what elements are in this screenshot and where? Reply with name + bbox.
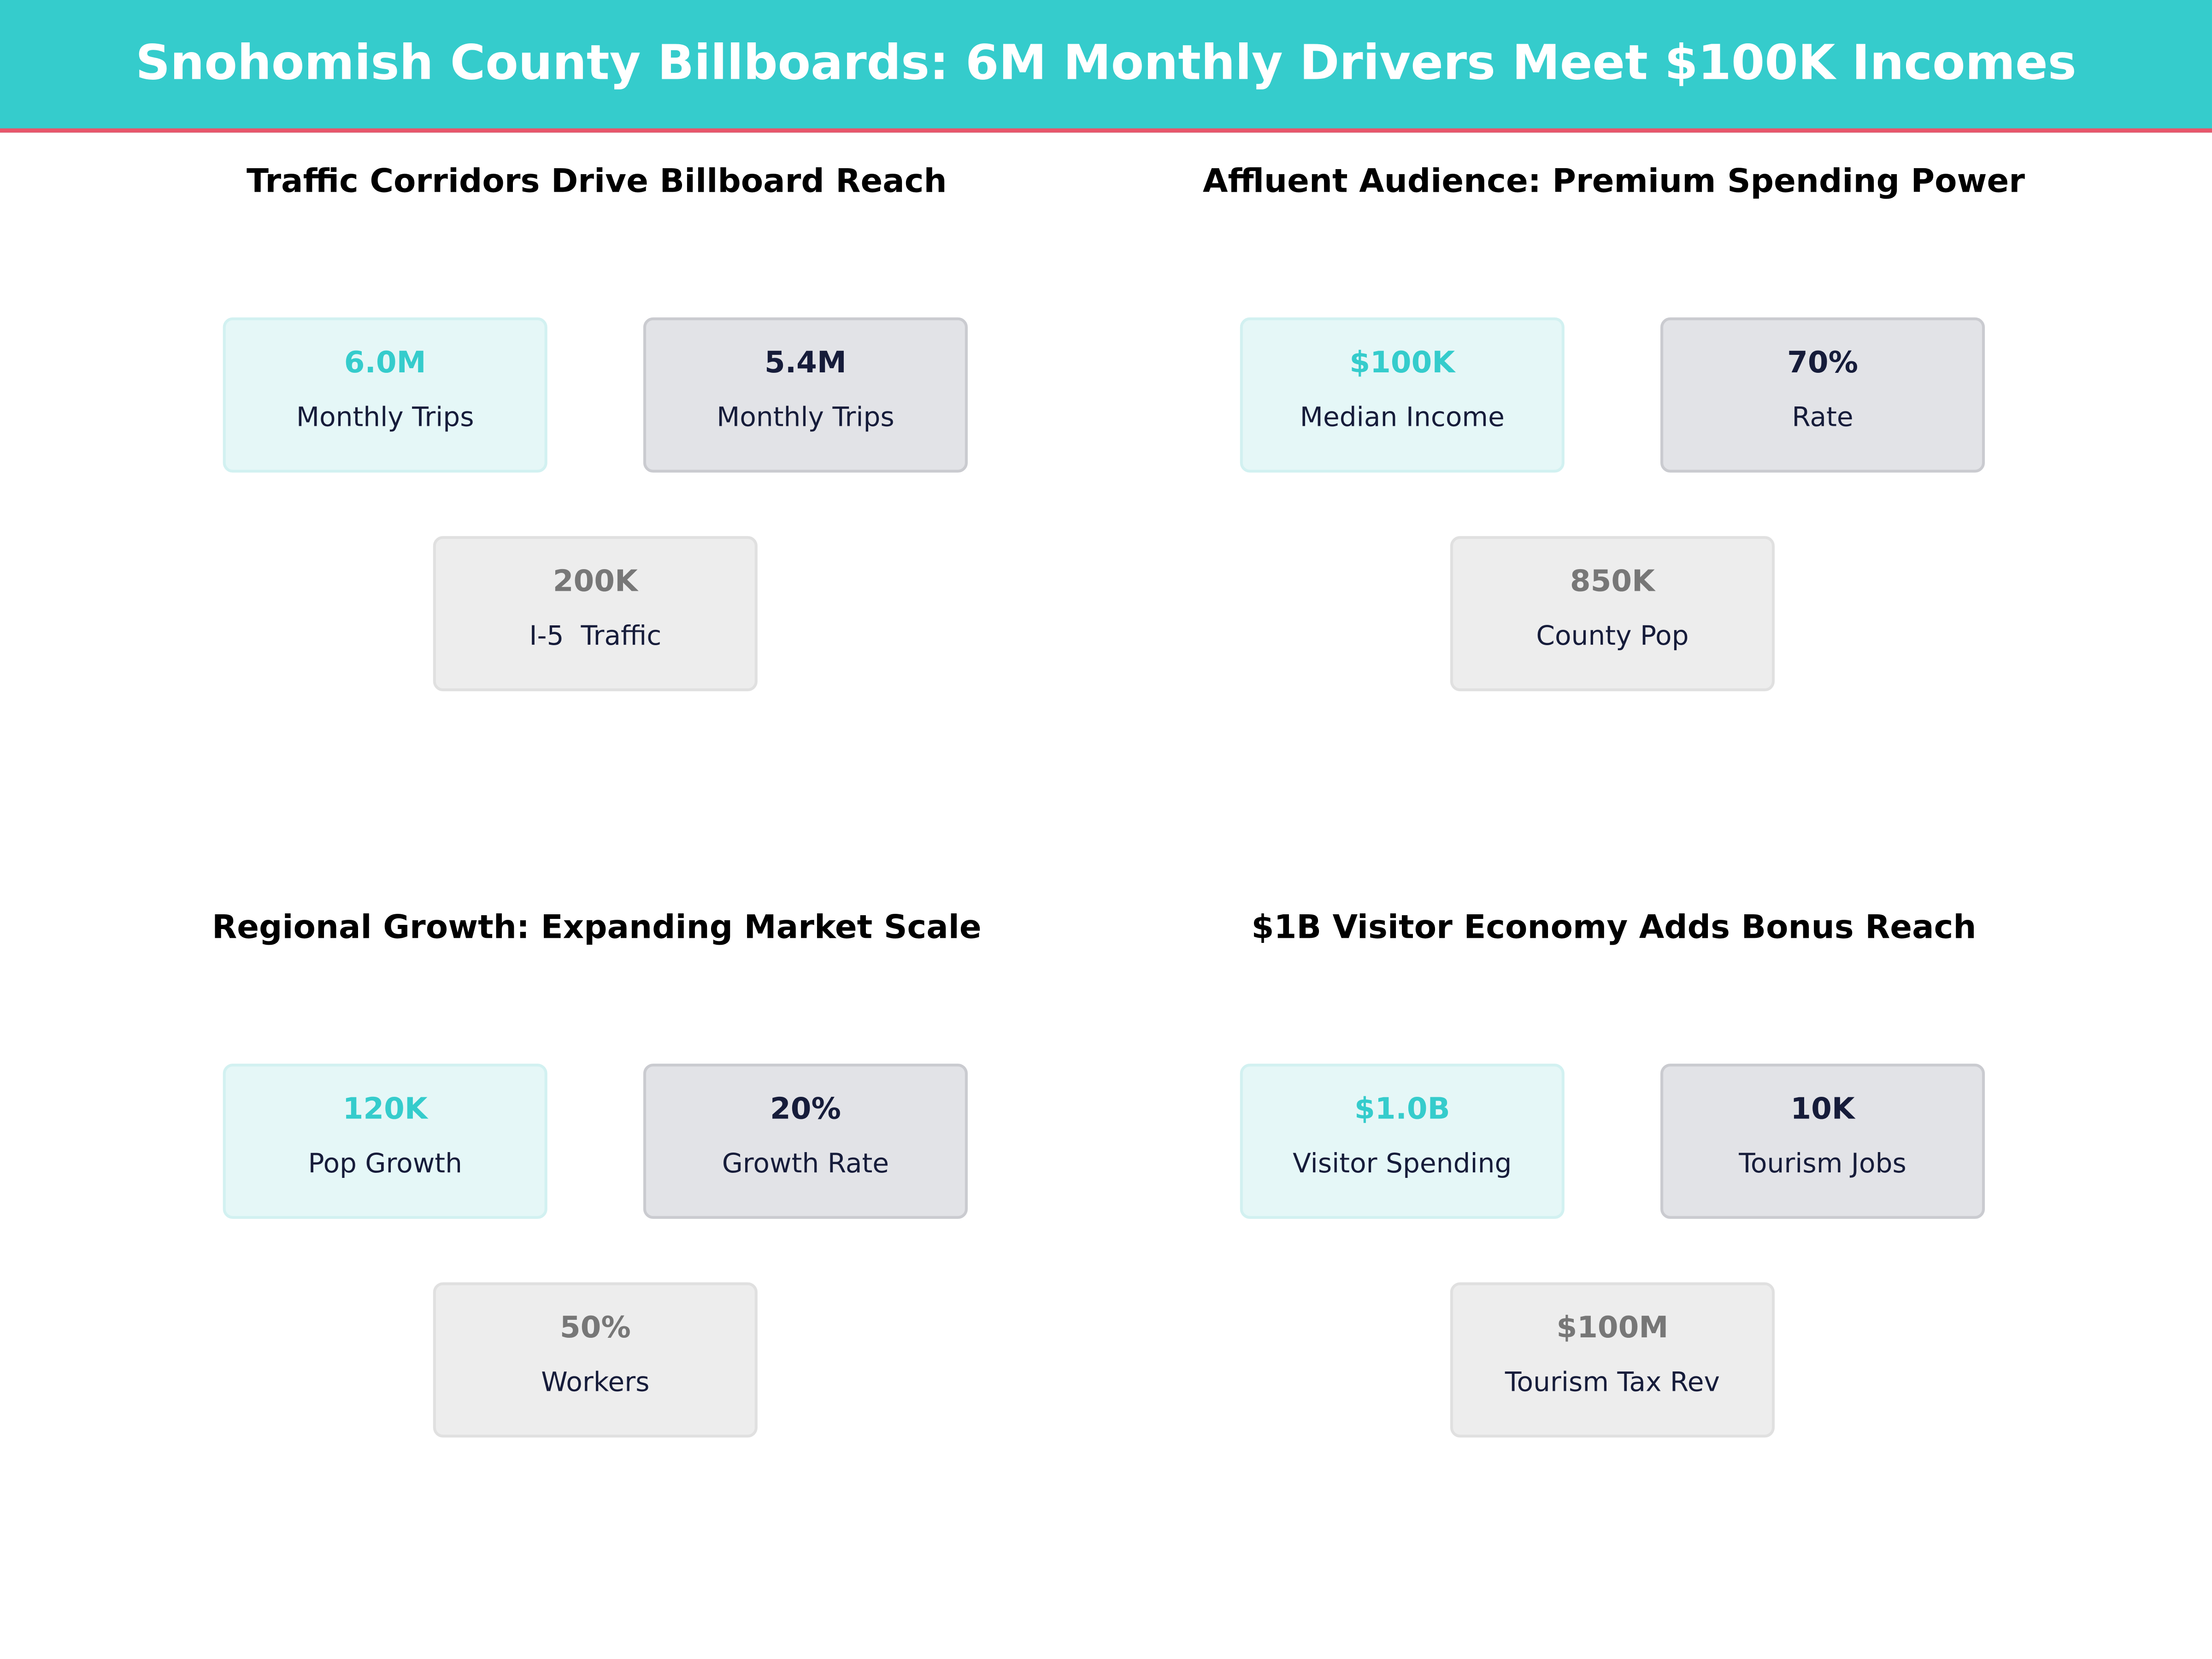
metric-label: Growth Rate xyxy=(722,1148,889,1180)
panel-title: Affluent Audience: Premium Spending Powe… xyxy=(1202,164,2025,200)
metric-label: Monthly Trips xyxy=(296,402,474,433)
metric-value: 5.4M xyxy=(764,345,847,380)
metric-label: Pop Growth xyxy=(308,1148,462,1180)
metric-card: $100M Tourism Tax Rev xyxy=(1450,1282,1775,1438)
panel-title: Regional Growth: Expanding Market Scale xyxy=(212,910,982,947)
metric-card: $100K Median Income xyxy=(1240,317,1565,473)
metric-value: 850K xyxy=(1570,564,1655,598)
header-banner: Snohomish County Billboards: 6M Monthly … xyxy=(0,0,2212,133)
metric-card: 10K Tourism Jobs xyxy=(1660,1064,1985,1219)
metric-value: $100K xyxy=(1349,345,1455,380)
panel-title: $1B Visitor Economy Adds Bonus Reach xyxy=(1251,910,1977,947)
metric-label: Rate xyxy=(1792,402,1853,433)
metric-value: 20% xyxy=(770,1092,841,1126)
metric-value: $1.0B xyxy=(1354,1092,1450,1126)
metric-value: 200K xyxy=(553,564,638,598)
page-title: Snohomish County Billboards: 6M Monthly … xyxy=(135,35,2077,92)
metric-value: 10K xyxy=(1790,1092,1855,1126)
metric-label: Visitor Spending xyxy=(1293,1148,1512,1180)
panel-title: Traffic Corridors Drive Billboard Reach xyxy=(247,164,947,200)
metric-card: 20% Growth Rate xyxy=(643,1064,968,1219)
metric-card: 200K I-5 Traffic xyxy=(433,536,758,691)
metric-label: Median Income xyxy=(1300,402,1505,433)
metric-label: Tourism Jobs xyxy=(1739,1148,1906,1180)
metric-card: 850K County Pop xyxy=(1450,536,1775,691)
metric-card: $1.0B Visitor Spending xyxy=(1240,1064,1565,1219)
metric-value: 6.0M xyxy=(344,345,426,380)
metric-value: 50% xyxy=(559,1310,631,1345)
metric-card: 120K Pop Growth xyxy=(223,1064,547,1219)
metric-card: 5.4M Monthly Trips xyxy=(643,317,968,473)
metric-label: Tourism Tax Rev xyxy=(1505,1367,1720,1398)
metric-card: 6.0M Monthly Trips xyxy=(223,317,547,473)
metric-value: 120K xyxy=(342,1092,428,1126)
metric-label: Workers xyxy=(541,1367,650,1398)
metric-card: 50% Workers xyxy=(433,1282,758,1438)
metric-value: 70% xyxy=(1787,345,1858,380)
metric-card: 70% Rate xyxy=(1660,317,1985,473)
metric-label: Monthly Trips xyxy=(717,402,894,433)
metric-label: I-5 Traffic xyxy=(529,620,662,652)
metric-label: County Pop xyxy=(1536,620,1689,652)
metric-value: $100M xyxy=(1556,1310,1669,1345)
